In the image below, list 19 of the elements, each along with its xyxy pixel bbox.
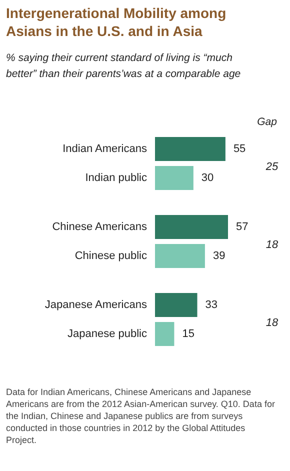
- data-label: 30: [201, 172, 214, 184]
- data-label: 57: [236, 221, 248, 233]
- text: Data for Indian Americans, Chinese Americans and Japanese Americans are from the 2012 Asian-American survey. Q10. Data for the Indian, Chinese and Japanese publics are from surveys conducted in those countries in 2012 by the Global Attitudes Project.: [6, 387, 275, 445]
- data-label: 55: [233, 143, 246, 155]
- y-tick-label: Chinese public: [74, 250, 148, 262]
- chart-subtitle: % saying their current standard of living is “much better” than their parents’was at a comparable age: [6, 52, 241, 80]
- y-tick-label: Japanese Americans: [44, 299, 148, 311]
- y-tick-label: Japanese public: [67, 328, 148, 340]
- y-tick-label: Indian public: [85, 172, 148, 184]
- text: Gap: [257, 116, 278, 128]
- y-tick-label: Indian Americans: [62, 143, 148, 155]
- text: 18: [266, 239, 279, 251]
- text: 25: [264, 161, 279, 173]
- data-label: 39: [212, 250, 226, 262]
- data-label: 15: [182, 328, 194, 340]
- y-tick-label: Chinese Americans: [52, 221, 148, 233]
- chart-title: Intergenerational Mobility among Asians in the U.S. and in Asia: [6, 5, 226, 39]
- text: 18: [266, 317, 279, 329]
- data-label: 33: [205, 299, 218, 311]
